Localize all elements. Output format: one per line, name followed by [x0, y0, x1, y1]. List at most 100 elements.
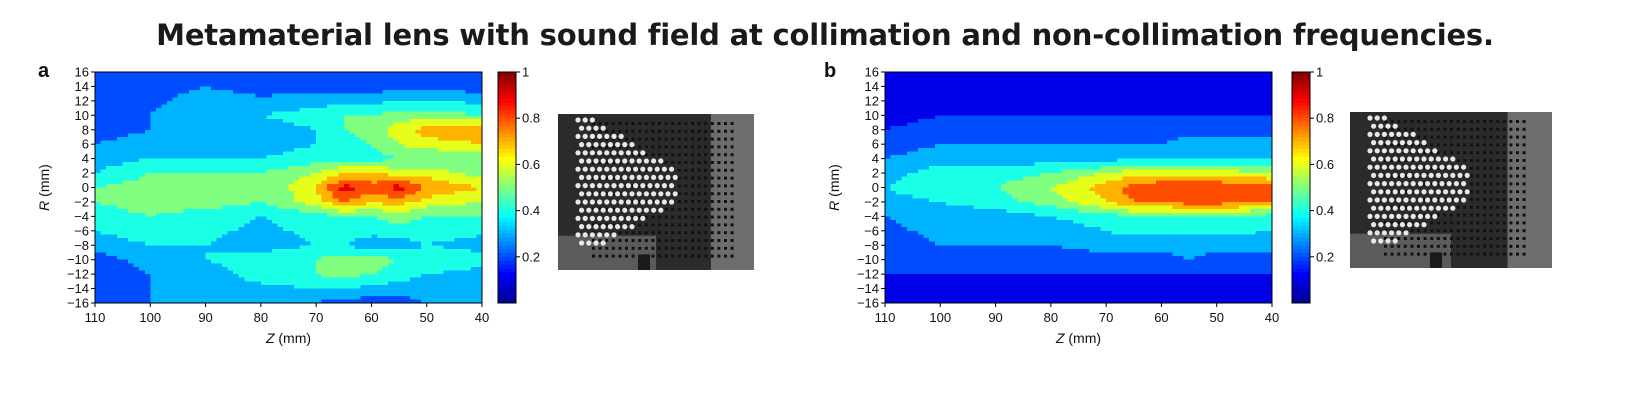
field-cell: [459, 256, 467, 261]
field-cell: [139, 299, 146, 304]
field-cell: [133, 216, 140, 221]
field-cell: [376, 176, 384, 181]
field-cell: [227, 173, 234, 178]
field-cell: [260, 72, 267, 77]
field-cell: [211, 104, 218, 109]
field-cell: [465, 136, 472, 142]
field-cell: [155, 111, 162, 116]
field-cell: [371, 122, 378, 127]
field-cell: [388, 201, 395, 207]
field-cell: [459, 245, 467, 250]
field-cell: [155, 100, 162, 106]
field-cell: [194, 263, 201, 268]
field-cell: [100, 133, 107, 138]
field-cell: [260, 129, 267, 134]
field-cell: [183, 100, 190, 106]
field-cell: [271, 140, 279, 145]
field-cell: [260, 75, 267, 80]
field-cell: [288, 176, 295, 181]
field-cell: [321, 292, 328, 297]
field-cell: [161, 90, 168, 95]
field-cell: [327, 133, 334, 138]
field-cell: [321, 187, 328, 192]
field-cell: [410, 234, 417, 239]
field-cell: [421, 126, 428, 131]
field-cell: [349, 284, 356, 290]
field-cell: [338, 173, 345, 178]
field-cell: [95, 162, 102, 167]
field-cell: [294, 284, 301, 290]
field-cell: [465, 158, 472, 163]
field-cell: [404, 158, 411, 163]
field-cell: [139, 158, 146, 163]
field-cell: [327, 277, 334, 282]
field-cell: [122, 241, 129, 246]
field-cell: [338, 299, 345, 304]
field-cell: [343, 205, 350, 210]
field-cell: [183, 169, 190, 174]
field-cell: [448, 97, 455, 102]
field-cell: [338, 277, 345, 282]
field-cell: [421, 176, 428, 181]
field-cell: [266, 86, 273, 91]
field-cell: [443, 252, 450, 257]
field-cell: [299, 248, 306, 254]
field-cell: [476, 219, 483, 225]
field-cell: [299, 79, 306, 84]
field-cell: [106, 147, 113, 153]
field-cell: [415, 241, 422, 246]
field-cell: [454, 133, 461, 138]
field-cell: [244, 133, 251, 138]
field-cell: [161, 75, 168, 80]
field-cell: [415, 252, 422, 257]
field-cell: [393, 100, 400, 106]
field-cell: [360, 151, 367, 156]
field-cell: [299, 209, 306, 214]
field-cell: [393, 93, 400, 98]
field-cell: [172, 263, 179, 268]
field-cell: [183, 252, 190, 257]
field-cell: [316, 198, 323, 203]
field-cell: [282, 230, 290, 236]
field-cell: [282, 288, 290, 293]
field-cell: [106, 126, 113, 131]
field-cell: [144, 93, 151, 98]
field-cell: [294, 263, 301, 268]
perforation-hole: [717, 129, 721, 133]
field-cell: [133, 292, 140, 297]
field-cell: [410, 274, 417, 279]
field-cell: [476, 284, 483, 290]
field-cell: [227, 194, 234, 199]
field-cell: [216, 183, 223, 189]
field-cell: [205, 270, 212, 275]
field-cell: [421, 223, 428, 228]
field-cell: [404, 147, 411, 153]
perforation-hole: [631, 215, 635, 219]
field-cell: [321, 223, 328, 228]
field-cell: [177, 216, 185, 221]
field-cell: [95, 93, 102, 98]
field-cell: [399, 234, 406, 239]
perforation-hole: [710, 192, 714, 196]
field-cell: [365, 263, 373, 268]
field-cell: [371, 155, 378, 160]
field-cell: [111, 147, 118, 153]
field-cell: [288, 284, 295, 290]
field-cell: [426, 133, 433, 138]
field-cell: [399, 86, 406, 91]
field-cell: [211, 111, 218, 116]
field-cell: [305, 173, 312, 178]
field-cell: [443, 256, 450, 261]
field-cell: [100, 155, 107, 160]
field-cell: [133, 176, 140, 181]
perforation-hole: [704, 215, 708, 219]
field-cell: [448, 241, 455, 246]
field-cell: [244, 100, 251, 106]
field-cell: [382, 144, 389, 149]
field-cell: [327, 180, 334, 185]
field-cell: [266, 274, 273, 279]
field-cell: [432, 75, 439, 80]
field-cell: [332, 295, 339, 300]
colorbar-swatch: [498, 241, 516, 246]
field-cell: [216, 126, 223, 131]
